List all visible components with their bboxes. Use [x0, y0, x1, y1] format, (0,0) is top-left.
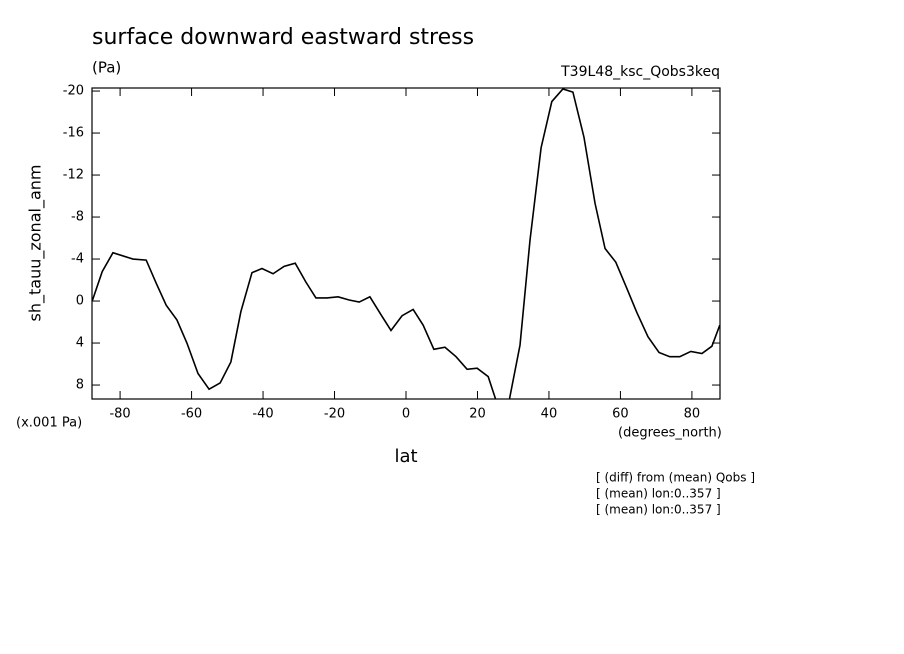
x-unit: (degrees_north) — [618, 426, 722, 441]
x-tick-label: -40 — [252, 407, 273, 422]
subtitle: (Pa) — [92, 59, 121, 77]
y-tick-label: 4 — [76, 336, 84, 351]
x-tick-label: 20 — [469, 407, 486, 422]
x-tick-label: 40 — [541, 407, 558, 422]
y-tick-label: -12 — [63, 168, 84, 183]
y-tick-label: -16 — [63, 126, 84, 141]
y-tick-label: 0 — [76, 294, 84, 309]
y-tick-label: -4 — [71, 252, 84, 267]
y-tick-label: 8 — [76, 378, 84, 393]
annotation: [ (mean) lon:0..357 ] — [596, 487, 721, 501]
x-tick-label: 0 — [402, 407, 410, 422]
y-tick-label: -20 — [63, 84, 84, 99]
x-tick-label: 80 — [684, 407, 701, 422]
chart-title: surface downward eastward stress — [92, 25, 474, 50]
annotation: [ (diff) from (mean) Qobs ] — [596, 471, 755, 485]
x-axis-label: lat — [394, 446, 417, 467]
y-unit: (x.001 Pa) — [16, 416, 82, 431]
run-label: T39L48_ksc_Qobs3keq — [560, 64, 720, 80]
x-tick-label: -60 — [181, 407, 202, 422]
x-tick-label: -80 — [109, 407, 130, 422]
y-tick-label: -8 — [71, 210, 84, 225]
x-tick-label: -20 — [324, 407, 345, 422]
data-line — [92, 88, 720, 399]
annotation: [ (mean) lon:0..357 ] — [596, 503, 721, 517]
y-axis-label: sh_tauu_zonal_anm — [26, 165, 46, 322]
x-tick-label: 60 — [612, 407, 629, 422]
